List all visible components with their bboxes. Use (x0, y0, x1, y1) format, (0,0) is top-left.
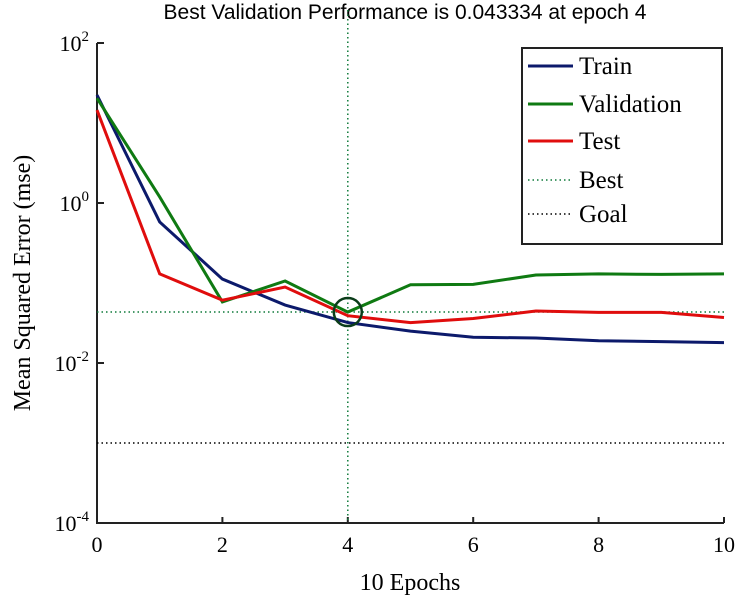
legend: Train Validation Test Best Goal (521, 47, 723, 245)
plot-area: 0 2 4 6 8 10 102 100 10-2 10-4 Train Validation Test… (55, 10, 735, 557)
series-line-train (95, 94, 725, 345)
x-tick-label: 2 (217, 532, 228, 557)
y-tick-label: 100 (60, 189, 90, 216)
best-marker (332, 296, 364, 328)
y-tick-label: 10-4 (55, 509, 90, 536)
legend-label-best: Best (579, 167, 624, 194)
x-tick-label: 0 (92, 532, 103, 557)
legend-label-test: Test (579, 128, 620, 155)
legend-box (521, 47, 723, 245)
x-tick-label: 8 (593, 532, 604, 557)
series-line-validation (95, 97, 725, 314)
legend-label-validation: Validation (579, 91, 682, 118)
y-tick-label: 10-2 (55, 349, 90, 376)
y-tick-label: 102 (60, 29, 90, 56)
series-line-test (95, 109, 725, 325)
x-tick-label: 6 (468, 532, 479, 557)
legend-label-train: Train (579, 53, 633, 80)
y-axis-label: Mean Squared Error (mse) (10, 155, 36, 412)
x-tick-label: 10 (713, 532, 735, 557)
legend-label-goal: Goal (579, 201, 628, 228)
x-tick-label: 4 (342, 532, 353, 557)
x-axis-label: 10 Epochs (360, 570, 461, 596)
chart-title: Best Validation Performance is 0.043334 … (164, 1, 647, 24)
